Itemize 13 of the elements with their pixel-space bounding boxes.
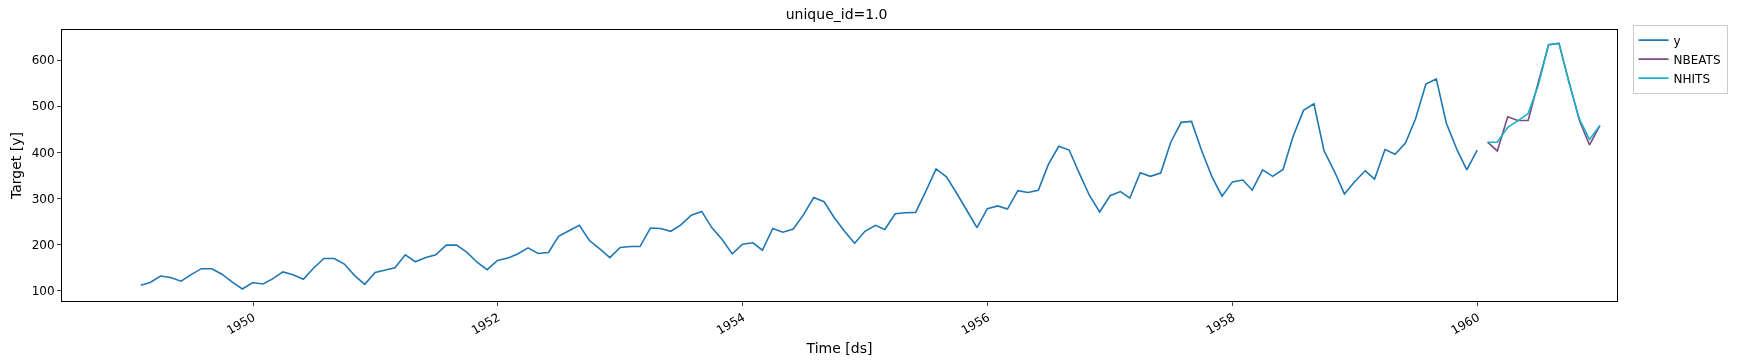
y-tick-label: 300 (31, 191, 55, 206)
legend-label: NBEATS (1673, 52, 1721, 67)
y-tick-label: 200 (31, 237, 55, 252)
y-tick-label: 400 (31, 145, 55, 160)
legend-label: NHITS (1673, 71, 1711, 86)
legend-label: y (1673, 33, 1681, 48)
chart-title: unique_id=1.0 (785, 5, 888, 22)
y-tick-label: 600 (31, 53, 55, 68)
y-tick-label: 100 (31, 284, 55, 299)
y-tick-label: 500 (31, 99, 55, 114)
x-axis-title: Time [ds] (805, 339, 873, 356)
line-series (139, 78, 1478, 290)
y-axis-title: Target [y] (8, 132, 25, 200)
